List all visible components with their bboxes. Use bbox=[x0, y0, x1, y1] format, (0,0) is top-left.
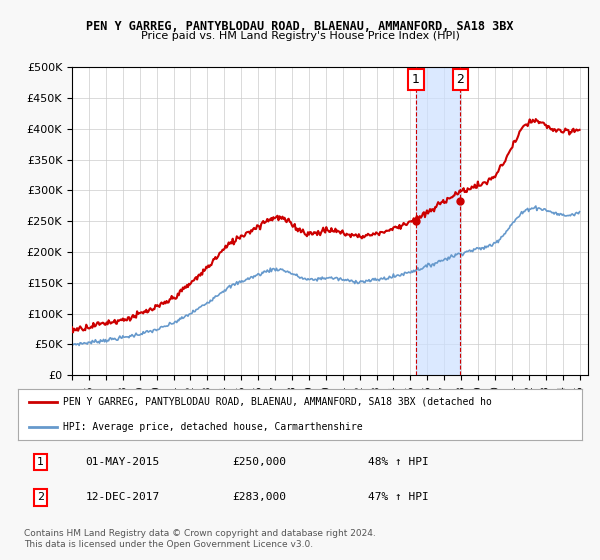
Text: £283,000: £283,000 bbox=[232, 492, 286, 502]
Text: Contains HM Land Registry data © Crown copyright and database right 2024.: Contains HM Land Registry data © Crown c… bbox=[24, 529, 376, 538]
Text: HPI: Average price, detached house, Carmarthenshire: HPI: Average price, detached house, Carm… bbox=[63, 422, 363, 432]
Text: 1: 1 bbox=[412, 73, 420, 86]
Text: 1: 1 bbox=[37, 457, 44, 467]
Text: 48% ↑ HPI: 48% ↑ HPI bbox=[368, 457, 428, 467]
Text: 47% ↑ HPI: 47% ↑ HPI bbox=[368, 492, 428, 502]
Text: 2: 2 bbox=[37, 492, 44, 502]
Text: Price paid vs. HM Land Registry's House Price Index (HPI): Price paid vs. HM Land Registry's House … bbox=[140, 31, 460, 41]
Text: 2: 2 bbox=[457, 73, 464, 86]
Bar bbox=[416, 67, 460, 375]
Text: PEN Y GARREG, PANTYBLODAU ROAD, BLAENAU, AMMANFORD, SA18 3BX (detached ho: PEN Y GARREG, PANTYBLODAU ROAD, BLAENAU,… bbox=[63, 397, 492, 407]
Text: 01-MAY-2015: 01-MAY-2015 bbox=[86, 457, 160, 467]
Text: PEN Y GARREG, PANTYBLODAU ROAD, BLAENAU, AMMANFORD, SA18 3BX: PEN Y GARREG, PANTYBLODAU ROAD, BLAENAU,… bbox=[86, 20, 514, 32]
Text: 12-DEC-2017: 12-DEC-2017 bbox=[86, 492, 160, 502]
Text: £250,000: £250,000 bbox=[232, 457, 286, 467]
Text: This data is licensed under the Open Government Licence v3.0.: This data is licensed under the Open Gov… bbox=[24, 540, 313, 549]
